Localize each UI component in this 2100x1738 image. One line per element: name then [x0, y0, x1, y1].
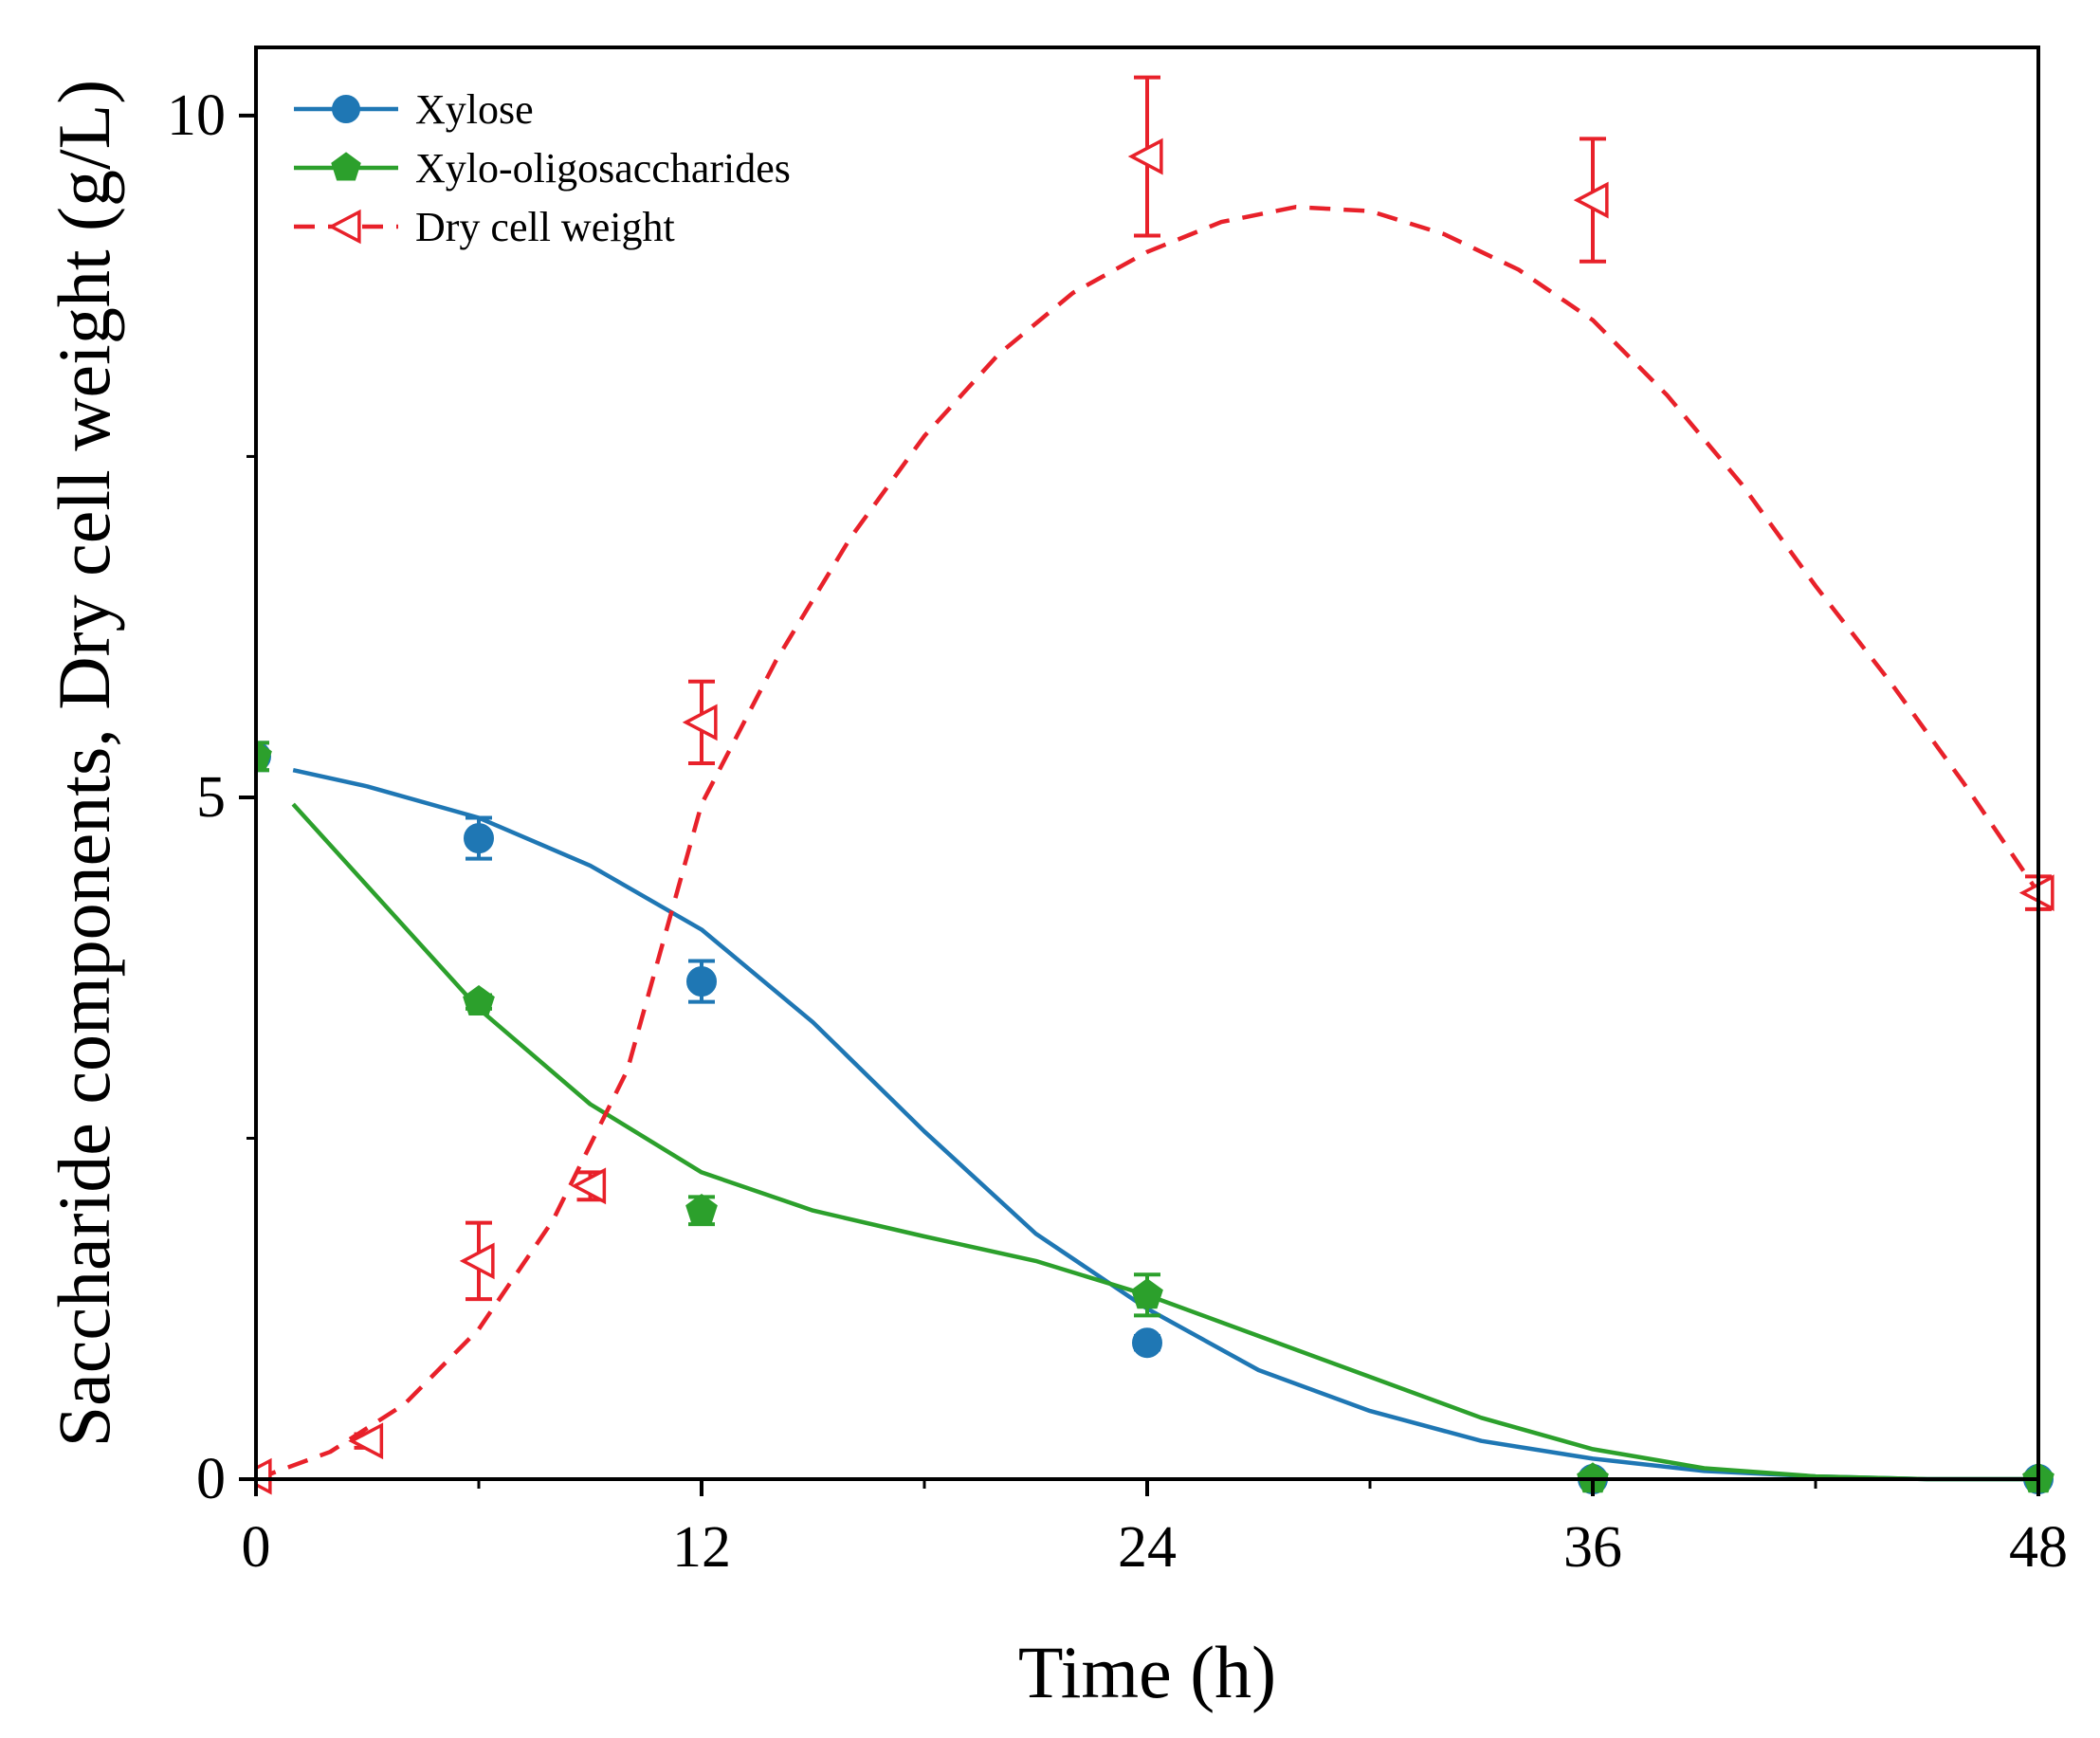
legend: Xylose Xylo-oligosaccharides Dry cell weig…: [294, 86, 791, 250]
data-point-xylo-oligosaccharides: [256, 740, 272, 771]
y-tick-label: 5: [196, 765, 226, 830]
legend-label-xylo-oligosaccharides: Xylo-oligosaccharides: [415, 145, 791, 192]
data-point-dry-cell-weight: [459, 1242, 495, 1280]
legend-entry-dry-cell-weight: Dry cell weight: [294, 204, 675, 250]
data-point-dry-cell-weight: [682, 704, 718, 741]
series-line-dry-cell-weight: [256, 205, 2040, 1482]
data-point-xylose: [686, 966, 717, 997]
x-axis-label: Time (h): [1018, 1631, 1276, 1713]
y-axis-label: Saccharide components, Dry cell weight (…: [43, 80, 125, 1448]
plot-series-group: [256, 75, 2054, 1495]
data-point-dry-cell-weight: [256, 1457, 272, 1495]
plot-layer: [256, 75, 2054, 1495]
x-tick-label: 36: [1563, 1515, 1622, 1580]
series-xylo-oligosaccharides: [256, 740, 2054, 1493]
data-point-xylose: [464, 823, 494, 854]
x-tick-label: 0: [242, 1515, 271, 1580]
legend-label-dry-cell-weight: Dry cell weight: [415, 204, 675, 250]
y-tick-label: 0: [196, 1447, 226, 1511]
legend-marker-dry-cell-weight: [327, 209, 361, 245]
data-point-xylo-oligosaccharides: [463, 984, 495, 1015]
x-tick-label: 12: [672, 1515, 731, 1580]
data-point-xylose: [1132, 1327, 1162, 1359]
data-point-dry-cell-weight: [348, 1422, 384, 1460]
data-point-xylo-oligosaccharides: [1131, 1278, 1163, 1309]
legend-marker-xylose: [332, 95, 360, 123]
x-tick-label: 48: [2009, 1515, 2068, 1580]
legend-marker-xylo-oligosaccharides: [331, 152, 361, 181]
data-point-dry-cell-weight: [1127, 137, 1163, 175]
y-tick-label: 10: [167, 83, 226, 148]
legend-label-xylose: Xylose: [415, 86, 534, 133]
ticks-layer: 0 12 24 36 48 0 5 10: [167, 83, 2068, 1580]
legend-entry-xylose: Xylose: [294, 86, 534, 133]
data-point-xylo-oligosaccharides: [685, 1193, 718, 1224]
x-tick-label: 24: [1118, 1515, 1177, 1580]
data-point-dry-cell-weight: [571, 1167, 607, 1205]
data-point-dry-cell-weight: [1573, 181, 1609, 219]
legend-entry-xylo-oligosaccharides: Xylo-oligosaccharides: [294, 145, 791, 192]
